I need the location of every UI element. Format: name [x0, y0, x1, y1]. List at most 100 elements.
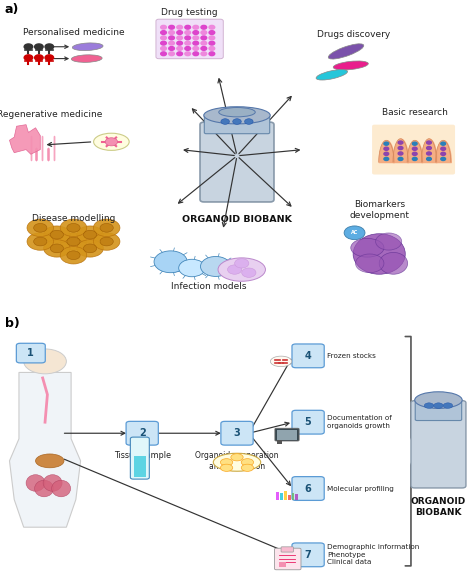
Circle shape	[201, 31, 207, 35]
Text: Molecular profiling: Molecular profiling	[327, 486, 394, 492]
Bar	[288, 495, 291, 500]
FancyBboxPatch shape	[204, 114, 270, 133]
Ellipse shape	[26, 475, 45, 492]
Circle shape	[242, 268, 256, 278]
Circle shape	[193, 36, 199, 40]
Text: 4: 4	[305, 351, 311, 361]
Circle shape	[443, 403, 453, 409]
Ellipse shape	[72, 55, 102, 62]
Bar	[280, 493, 283, 500]
Circle shape	[398, 152, 403, 155]
Circle shape	[50, 244, 64, 253]
Circle shape	[201, 46, 207, 51]
Circle shape	[209, 31, 215, 35]
FancyBboxPatch shape	[411, 400, 466, 488]
Text: Documentation of
organoids growth: Documentation of organoids growth	[327, 416, 392, 429]
Circle shape	[154, 251, 187, 273]
Bar	[295, 494, 298, 500]
Ellipse shape	[36, 454, 64, 468]
Text: Drug testing: Drug testing	[161, 8, 218, 17]
Circle shape	[209, 41, 215, 45]
Circle shape	[221, 119, 229, 124]
Circle shape	[201, 52, 207, 56]
FancyBboxPatch shape	[372, 125, 455, 175]
Circle shape	[161, 25, 166, 29]
Circle shape	[185, 31, 191, 35]
Circle shape	[384, 147, 389, 151]
Circle shape	[100, 237, 113, 246]
Circle shape	[220, 459, 233, 466]
Circle shape	[241, 464, 254, 472]
Circle shape	[67, 251, 80, 259]
Circle shape	[193, 52, 199, 56]
FancyBboxPatch shape	[16, 343, 46, 363]
Text: AC: AC	[351, 230, 358, 235]
Ellipse shape	[35, 480, 54, 497]
Text: Tissue sample: Tissue sample	[114, 451, 171, 460]
Circle shape	[209, 36, 215, 40]
Circle shape	[27, 233, 54, 250]
FancyBboxPatch shape	[274, 548, 301, 570]
Circle shape	[93, 219, 120, 236]
Text: Basic research: Basic research	[382, 108, 447, 117]
Circle shape	[169, 46, 174, 51]
Circle shape	[209, 25, 215, 29]
Bar	[277, 430, 297, 440]
Circle shape	[209, 46, 215, 51]
Text: b): b)	[5, 317, 19, 330]
Circle shape	[201, 256, 231, 276]
Circle shape	[384, 152, 389, 155]
Circle shape	[231, 454, 243, 461]
FancyBboxPatch shape	[221, 422, 253, 445]
Circle shape	[105, 138, 118, 146]
Circle shape	[34, 223, 47, 232]
Circle shape	[161, 31, 166, 35]
Circle shape	[398, 146, 403, 149]
FancyBboxPatch shape	[281, 547, 293, 552]
Circle shape	[201, 36, 207, 40]
Text: 2: 2	[139, 428, 146, 438]
FancyBboxPatch shape	[292, 410, 324, 434]
Circle shape	[384, 158, 389, 161]
Ellipse shape	[333, 61, 368, 70]
Circle shape	[427, 152, 431, 155]
FancyBboxPatch shape	[126, 422, 158, 445]
Circle shape	[169, 41, 174, 45]
Circle shape	[412, 147, 417, 151]
Circle shape	[177, 41, 182, 45]
Ellipse shape	[270, 356, 292, 367]
Circle shape	[441, 152, 446, 155]
Circle shape	[384, 142, 389, 145]
Bar	[284, 492, 287, 500]
Circle shape	[185, 52, 191, 56]
Text: Frozen stocks: Frozen stocks	[327, 353, 376, 359]
Circle shape	[441, 142, 446, 145]
Circle shape	[67, 223, 80, 232]
Circle shape	[185, 25, 191, 29]
Circle shape	[427, 158, 431, 161]
Circle shape	[412, 142, 417, 145]
Text: 5: 5	[305, 417, 311, 427]
Circle shape	[177, 25, 182, 29]
Circle shape	[193, 25, 199, 29]
Circle shape	[24, 55, 33, 61]
Ellipse shape	[52, 480, 71, 497]
Circle shape	[441, 158, 446, 161]
Bar	[292, 493, 294, 500]
Bar	[277, 440, 282, 445]
Circle shape	[177, 36, 182, 40]
Circle shape	[100, 223, 113, 232]
Circle shape	[185, 46, 191, 51]
Circle shape	[241, 459, 254, 466]
Ellipse shape	[415, 392, 462, 409]
Ellipse shape	[351, 238, 384, 257]
Ellipse shape	[218, 258, 265, 281]
FancyBboxPatch shape	[292, 344, 324, 368]
Bar	[134, 456, 146, 477]
FancyBboxPatch shape	[292, 543, 324, 567]
Circle shape	[193, 46, 199, 51]
Text: 7: 7	[305, 550, 311, 560]
Polygon shape	[9, 372, 81, 527]
Circle shape	[220, 464, 233, 472]
Circle shape	[24, 349, 66, 374]
